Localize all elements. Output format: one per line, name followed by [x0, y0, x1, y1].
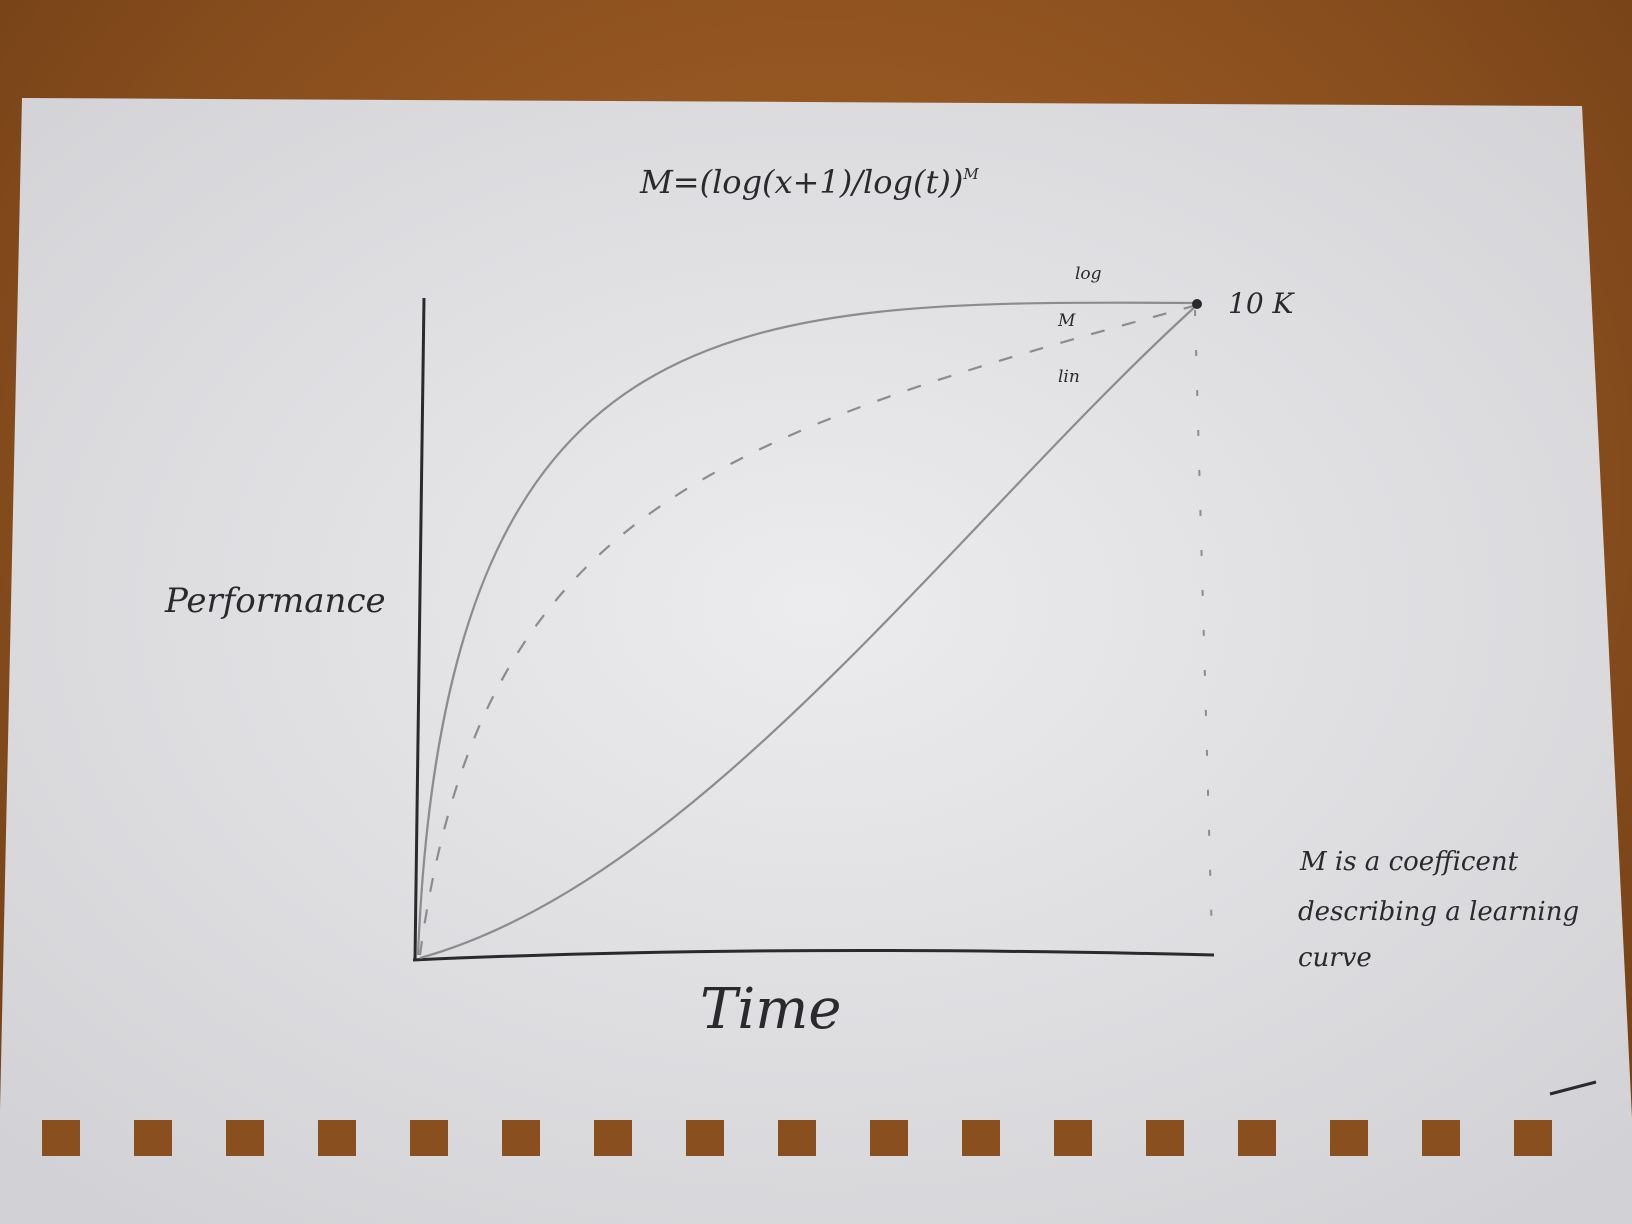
endpoint-guide-line — [1194, 309, 1213, 941]
curve-label-m: M — [1057, 311, 1076, 331]
curve-log — [416, 301, 1198, 956]
endpoint-label: 10 K — [1228, 287, 1296, 320]
formula: M=(log(x+1)/log(t))M — [639, 163, 979, 201]
curve-label-lin: lin — [1058, 367, 1080, 387]
curve-m — [418, 303, 1198, 956]
note-line-1: M is a coefficent — [1299, 847, 1519, 877]
curve-label-log: log — [1075, 264, 1102, 284]
binder-hole-icon — [42, 1120, 80, 1156]
binder-hole-icon — [1514, 1120, 1552, 1156]
binder-hole-icon — [870, 1120, 908, 1156]
binder-hole-icon — [318, 1120, 356, 1156]
formula-exponent: M — [962, 165, 979, 183]
note: M is a coefficent describing a learning … — [1298, 847, 1579, 973]
endpoint-dot — [1192, 299, 1202, 309]
binder-hole-icon — [410, 1120, 448, 1156]
paper-sheet — [0, 98, 1632, 1224]
binder-hole-icon — [502, 1120, 540, 1156]
binder-hole-icon — [778, 1120, 816, 1156]
x-axis-label: Time — [700, 977, 842, 1042]
binder-hole-icon — [1146, 1120, 1184, 1156]
x-axis — [412, 949, 1215, 962]
note-line-3: curve — [1298, 943, 1372, 973]
y-axis-label: Performance — [164, 581, 386, 621]
stray-mark — [1549, 1080, 1597, 1096]
binder-hole-icon — [1238, 1120, 1276, 1156]
y-axis — [413, 297, 426, 961]
binder-hole-icon — [594, 1120, 632, 1156]
binder-hole-strip — [42, 1120, 1552, 1156]
binder-hole-icon — [1330, 1120, 1368, 1156]
binder-hole-icon — [226, 1120, 264, 1156]
binder-hole-icon — [962, 1120, 1000, 1156]
binder-hole-icon — [1054, 1120, 1092, 1156]
binder-hole-icon — [686, 1120, 724, 1156]
binder-hole-icon — [1422, 1120, 1460, 1156]
curve-lin — [419, 304, 1198, 960]
note-line-2: describing a learning — [1298, 897, 1579, 927]
binder-hole-icon — [134, 1120, 172, 1156]
